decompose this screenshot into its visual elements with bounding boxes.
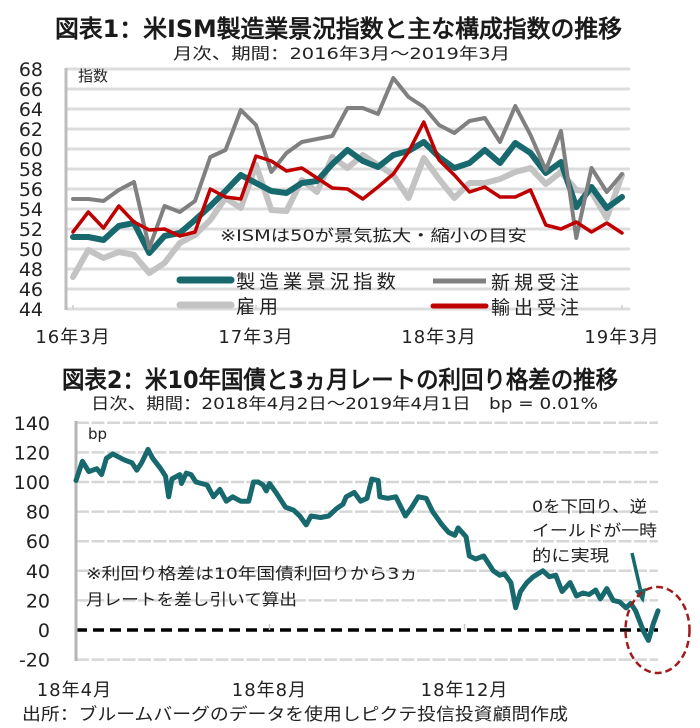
y-tick-label: 62: [19, 119, 43, 141]
chart-2-series: [73, 446, 661, 643]
arrow-shaft: [630, 552, 643, 590]
y-tick-label: 20: [26, 590, 50, 612]
chart-2: 図表2：米10年国債と3ヵ月レートの利回り格差の推移 日次、期間：2018年4月…: [14, 366, 691, 701]
x-tick-label: 19年3月: [584, 327, 659, 348]
y-tick-label: 60: [19, 139, 43, 161]
chart-2-title: 図表2：米10年国債と3ヵ月レートの利回り格差の推移: [62, 366, 618, 394]
y-tick-label: 56: [19, 179, 43, 201]
chart-2-y-tick-labels: -20 0 20 40 60 80 100 120 140: [14, 413, 50, 672]
series-2: [70, 152, 625, 280]
y-tick-label: 64: [19, 99, 43, 121]
legend-label: 製造業景況指数: [236, 271, 400, 293]
x-tick-label: 18年12月: [421, 680, 509, 701]
x-tick-label: 16年3月: [35, 327, 110, 348]
chart-1-annotation: ※ISMは50が景気拡大・縮小の目安: [220, 226, 527, 245]
arrow-head: [634, 588, 647, 603]
legend-item-manufacturing: 製造業景況指数: [176, 271, 400, 293]
y-tick-label: 140: [14, 413, 50, 435]
chart-1-y-axis-label: 指数: [78, 67, 108, 85]
y-tick-label: 80: [26, 502, 50, 524]
arrow-icon: [630, 552, 647, 603]
chart-1-title: 図表1：米ISM製造業景況指数と主な構成指数の推移: [55, 15, 622, 43]
legend-label: 雇用: [236, 296, 282, 318]
legend-item-employment: 雇用: [176, 296, 282, 318]
annotation-line-1: 0を下回り、逆: [532, 497, 647, 516]
y-tick-label: 120: [14, 442, 50, 464]
chart-2-subtitle: 日次、期間：2018年4月2日～2019年4月1日 bp = 0.01%: [91, 394, 598, 413]
y-tick-label: 60: [26, 531, 50, 553]
chart-1: 図表1：米ISM製造業景況指数と主な構成指数の推移 月次、期間：2016年3月～…: [19, 15, 659, 348]
y-tick-label: 46: [19, 279, 43, 301]
y-tick-label: 58: [19, 159, 43, 181]
chart-1-legend: 製造業景況指数 新規受注 雇用 輸出受注: [176, 271, 583, 319]
y-tick-label: 0: [38, 620, 50, 642]
x-tick-label: 18年8月: [232, 680, 307, 701]
y-tick-label: 68: [19, 59, 43, 81]
chart-2-x-tick-labels: 18年4月 18年8月 18年12月: [37, 624, 509, 701]
series-line: [70, 152, 625, 280]
highlight-circle: [624, 585, 691, 675]
y-tick-label: 44: [19, 299, 43, 321]
y-tick-label: 48: [19, 259, 43, 281]
y-tick-label: 66: [19, 79, 43, 101]
annotation-line-3: 的に実現: [532, 546, 609, 565]
y-tick-label: 100: [14, 472, 50, 494]
series-1: [71, 76, 624, 250]
chart-1-subtitle: 月次、期間：2016年3月～2019年3月: [173, 44, 510, 63]
chart-2-gridlines: [76, 421, 658, 661]
chart-2-y-axis-label: bp: [88, 425, 107, 443]
inversion-annotation: 0を下回り、逆 イールドが一時 的に実現: [532, 497, 691, 675]
legend-item-export-orders: 輸出受注: [430, 297, 583, 319]
series-line: [73, 446, 661, 643]
series-3: [71, 120, 624, 238]
legend-label: 新規受注: [491, 272, 583, 294]
y-tick-label: 52: [19, 219, 43, 241]
legend-label: 輸出受注: [491, 297, 583, 319]
x-tick-label: 18年3月: [401, 327, 476, 348]
y-tick-label: 40: [26, 561, 50, 583]
x-tick-label: 18年4月: [37, 680, 112, 701]
chart-2-note-line-1: ※利回り格差は10年国債利回りから3ヵ: [86, 564, 418, 583]
y-tick-label: 54: [19, 199, 43, 221]
chart-2-note-line-2: 月レートを差し引いて算出: [86, 590, 297, 609]
chart-1-series: [70, 76, 625, 280]
source-footer: 出所：ブルームバーグのデータを使用しピクテ投信投資顧問作成: [22, 704, 568, 725]
series-0: [73, 446, 661, 643]
chart-1-x-tick-labels: 16年3月 17年3月 18年3月 19年3月: [35, 305, 659, 348]
annotation-line-2: イールドが一時: [532, 521, 657, 540]
y-tick-label: 50: [19, 239, 43, 261]
x-tick-label: 17年3月: [218, 327, 293, 348]
series-line: [71, 76, 624, 250]
legend-item-new-orders: 新規受注: [433, 272, 583, 294]
series-line: [70, 139, 625, 256]
series-0: [70, 139, 625, 256]
series-line: [71, 120, 624, 238]
y-tick-label: -20: [19, 650, 50, 672]
